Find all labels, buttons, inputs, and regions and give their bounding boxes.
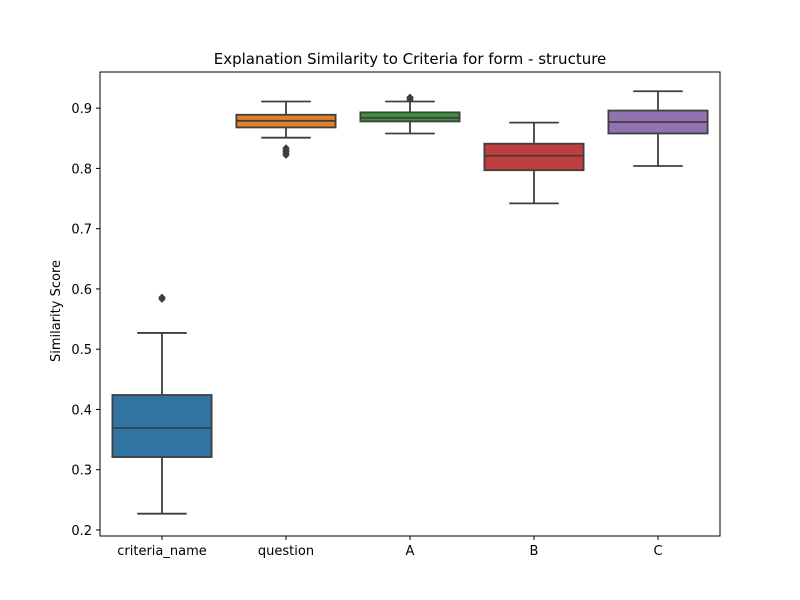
plot-area: 0.2 0.3 0.4 0.5 0.6 0.7 0.8 0.9 criteria_name que… (71, 71, 721, 559)
axes-frame (99, 71, 721, 537)
x-tick-label: A (406, 544, 415, 559)
y-axis-label: Similarity Score (49, 260, 64, 362)
y-tick-label: 0.3 (71, 464, 92, 479)
outlier-point (282, 151, 290, 159)
y-tick-label: 0.5 (71, 343, 92, 358)
y-tick-label: 0.8 (71, 162, 92, 177)
y-tick-label: 0.9 (71, 102, 92, 117)
y-tick-label: 0.4 (71, 403, 92, 418)
x-tick-label: C (653, 544, 662, 559)
outlier-point (158, 295, 166, 303)
x-tick-label: B (530, 544, 539, 559)
y-tick-label: 0.7 (71, 223, 92, 238)
x-tick-label: question (258, 544, 314, 559)
y-tick-label: 0.2 (71, 524, 92, 539)
chart-title: Explanation Similarity to Criteria for f… (214, 50, 607, 68)
box-A (359, 111, 461, 123)
outlier-point (406, 93, 414, 102)
box-B (483, 142, 585, 172)
box-criteria_name (111, 394, 213, 458)
x-tick-label: criteria_name (117, 544, 207, 559)
y-tick-label: 0.6 (71, 283, 92, 298)
